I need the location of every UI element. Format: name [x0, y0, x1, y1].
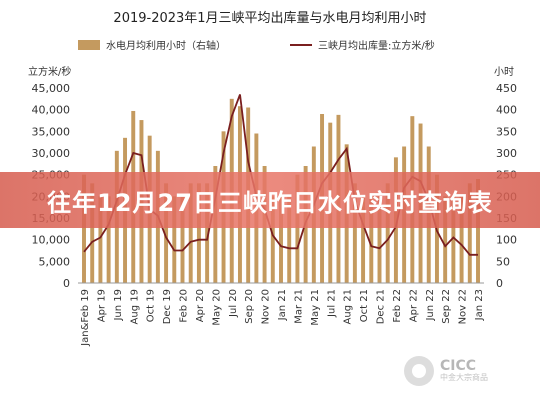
x-tick-label: Apr 20	[195, 289, 206, 322]
x-tick-label: Apr 19	[96, 289, 107, 322]
x-tick-label: Nov 22	[458, 289, 469, 324]
bar	[476, 179, 480, 283]
x-tick-label: Jul 20	[228, 289, 239, 318]
left-tick-label: 45,000	[32, 82, 71, 95]
bar	[295, 174, 300, 283]
left-tick-label: 40,000	[32, 104, 71, 117]
bar	[196, 183, 201, 283]
x-tick-label: Dec 19	[162, 289, 173, 324]
x-tick-label: Jul 21	[326, 289, 337, 318]
logo-main-text: CICC	[440, 357, 477, 374]
x-tick-label: Jan 21	[277, 289, 288, 321]
bar	[287, 196, 292, 283]
banner-text: 往年12月27日三峡昨日水位实时查询表	[47, 188, 493, 217]
left-axis-unit: 立方米/秒	[28, 65, 71, 78]
legend-bar-swatch	[78, 40, 100, 50]
left-tick-label: 5,000	[39, 255, 71, 268]
bar	[369, 196, 374, 283]
x-tick-label: Aug 21	[343, 289, 354, 324]
x-tick-label: Feb 20	[179, 289, 190, 323]
x-tick-label: Nov 20	[261, 289, 272, 324]
bar	[377, 196, 382, 283]
bar	[459, 196, 464, 283]
bar	[352, 183, 357, 283]
bar	[205, 183, 210, 283]
logo-sub-text: 中金大宗商品	[440, 373, 488, 383]
x-tick-label: Feb 22	[392, 289, 403, 323]
right-tick-label: 400	[496, 104, 517, 117]
bar	[82, 174, 86, 283]
bar	[443, 196, 448, 283]
right-tick-label: 100	[496, 234, 517, 247]
bar	[451, 196, 456, 283]
right-tick-label: 50	[496, 255, 510, 268]
x-axis-labels: Jan&Feb 19 Apr 19 Jun 19 Aug 19 Oct 19 Dec 19…	[80, 289, 485, 347]
bar	[180, 196, 185, 283]
right-tick-label: 0	[496, 277, 503, 290]
x-tick-label: Jun 22	[425, 289, 436, 322]
left-tick-label: 10,000	[32, 234, 71, 247]
left-tick-label: 0	[63, 277, 70, 290]
cicc-logo-icon	[404, 356, 434, 386]
x-tick-label: May 20	[211, 289, 222, 326]
cicc-logo: CICC 中金大宗商品	[404, 356, 488, 386]
chart-title: 2019-2023年1月三峡平均出库量与水电月均利用小时	[113, 10, 426, 26]
bar	[164, 183, 169, 283]
legend: 水电月均利用小时（右轴） 三峡月均出库量:立方米/秒	[78, 39, 435, 52]
bar	[106, 196, 111, 283]
bar	[361, 196, 366, 283]
x-tick-label: Jun 19	[113, 289, 124, 322]
bar	[279, 196, 283, 283]
right-tick-label: 350	[496, 125, 517, 138]
legend-bar-label: 水电月均利用小时（右轴）	[106, 39, 226, 52]
bar	[467, 183, 472, 283]
bar	[172, 196, 177, 283]
x-tick-label: Apr 22	[408, 289, 419, 322]
x-tick-label: Oct 19	[146, 289, 157, 322]
left-tick-label: 35,000	[32, 125, 71, 138]
x-tick-label: Sep 20	[244, 289, 255, 324]
right-tick-label: 450	[496, 82, 517, 95]
x-tick-label: Mar 21	[293, 289, 304, 324]
bar	[270, 196, 275, 283]
legend-line-label: 三峡月均出库量:立方米/秒	[318, 39, 435, 52]
bar	[385, 183, 390, 283]
right-axis-unit: 小时	[494, 66, 514, 78]
x-tick-label: Dec 21	[376, 289, 387, 324]
title-banner: 往年12月27日三峡昨日水位实时查询表	[0, 172, 540, 228]
left-tick-label: 30,000	[32, 147, 71, 160]
x-tick-label: Jan 23	[474, 289, 485, 321]
x-tick-label: May 21	[310, 289, 321, 326]
right-tick-label: 300	[496, 147, 517, 160]
bar	[90, 183, 95, 283]
x-tick-label: Aug 19	[129, 289, 140, 324]
x-tick-label: Oct 21	[359, 289, 370, 322]
x-tick-label: Jan&Feb 19	[80, 289, 91, 347]
bar	[98, 196, 103, 283]
bar	[188, 183, 193, 283]
x-tick-label: Sep 22	[441, 289, 452, 324]
